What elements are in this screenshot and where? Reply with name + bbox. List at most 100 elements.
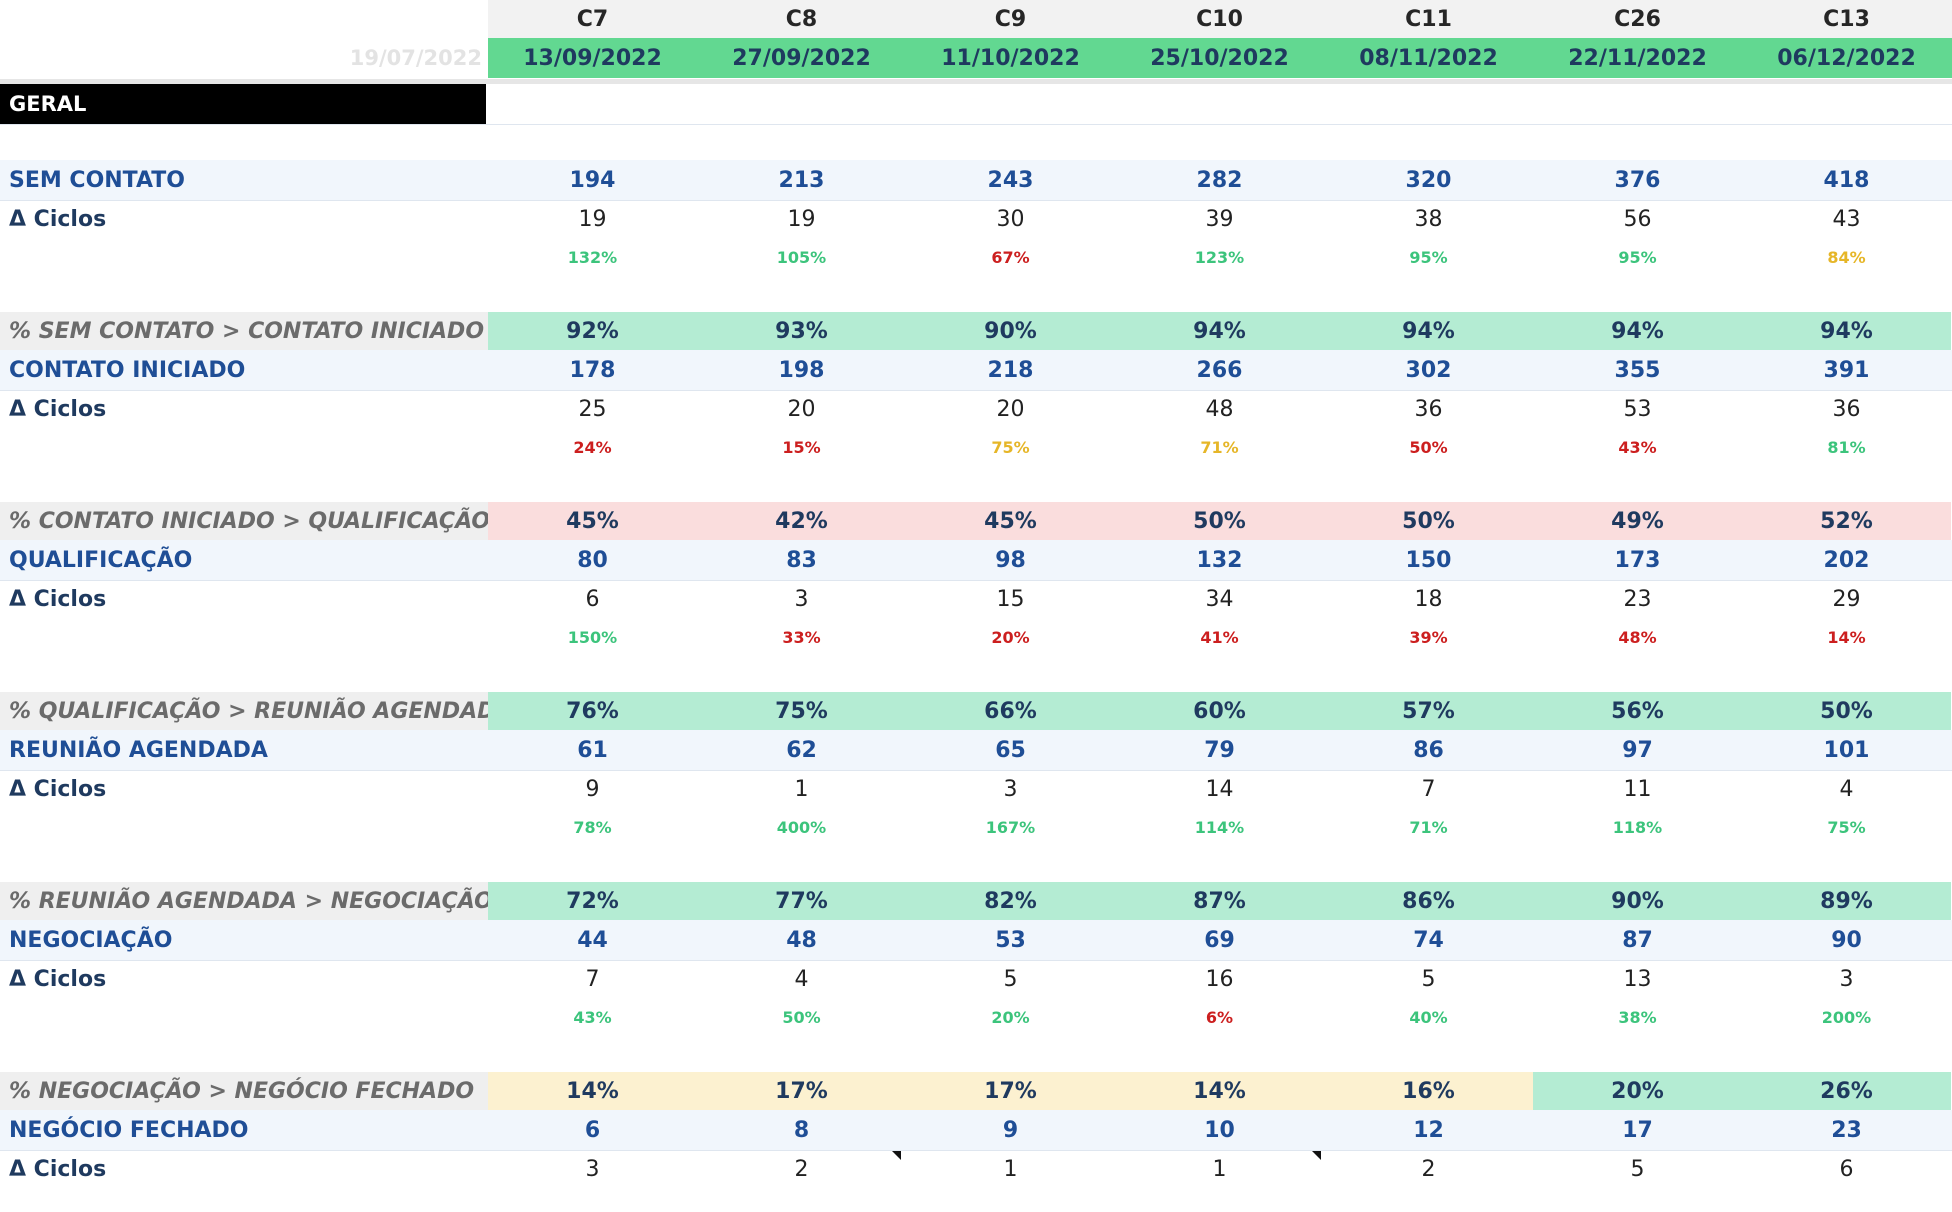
delta-percent-cell[interactable]: 200% — [1821, 1007, 1872, 1027]
delta-cell[interactable]: 25 — [578, 396, 607, 422]
stage-count-cell[interactable]: 173 — [1614, 547, 1661, 573]
delta-percent-cell[interactable]: 71% — [1409, 817, 1448, 837]
delta-percent-cell[interactable]: 20% — [991, 627, 1030, 647]
delta-percent-cell[interactable]: 41% — [1200, 627, 1239, 647]
stage-count-cell[interactable]: 198 — [778, 357, 825, 383]
cycle-code-c13[interactable]: C13 — [1823, 6, 1870, 32]
delta-cell[interactable]: 48 — [1205, 396, 1234, 422]
delta-cell[interactable]: 7 — [1421, 776, 1436, 802]
delta-cell[interactable]: 20 — [787, 396, 816, 422]
delta-cell[interactable]: 39 — [1205, 206, 1234, 232]
delta-cell[interactable]: 36 — [1414, 396, 1443, 422]
conversion-rate-cell[interactable]: 17% — [697, 1072, 906, 1110]
delta-percent-cell[interactable]: 40% — [1409, 1007, 1448, 1027]
delta-cell[interactable]: 2 — [794, 1156, 809, 1182]
stage-count-cell[interactable]: 65 — [995, 737, 1026, 763]
stage-count-cell[interactable]: 62 — [786, 737, 817, 763]
cycle-code-c11[interactable]: C11 — [1405, 6, 1452, 32]
stage-count-cell[interactable]: 178 — [569, 357, 616, 383]
conversion-rate-cell[interactable]: 90% — [1533, 882, 1742, 920]
conversion-rate-cell[interactable]: 20% — [1533, 1072, 1742, 1110]
stage-count-cell[interactable]: 83 — [786, 547, 817, 573]
conversion-rate-cell[interactable]: 90% — [906, 312, 1115, 350]
delta-percent-cell[interactable]: 167% — [985, 817, 1036, 837]
delta-cell[interactable]: 14 — [1205, 776, 1234, 802]
delta-percent-cell[interactable]: 75% — [991, 437, 1030, 457]
conversion-rate-cell[interactable]: 94% — [1115, 312, 1324, 350]
cycle-date[interactable]: 11/10/2022 — [941, 45, 1080, 71]
conversion-rate-cell[interactable]: 82% — [906, 882, 1115, 920]
delta-cell[interactable]: 3 — [585, 1156, 600, 1182]
delta-cell[interactable]: 11 — [1623, 776, 1652, 802]
delta-percent-cell[interactable]: 95% — [1618, 247, 1657, 267]
cycle-date[interactable]: 13/09/2022 — [523, 45, 662, 71]
delta-cell[interactable]: 3 — [794, 586, 809, 612]
conversion-rate-cell[interactable]: 94% — [1742, 312, 1951, 350]
delta-percent-cell[interactable]: 123% — [1194, 247, 1245, 267]
conversion-rate-cell[interactable]: 26% — [1742, 1072, 1951, 1110]
delta-percent-cell[interactable]: 24% — [573, 437, 612, 457]
stage-count-cell[interactable]: 320 — [1405, 167, 1452, 193]
conversion-rate-cell[interactable]: 94% — [1533, 312, 1742, 350]
stage-count-cell[interactable]: 69 — [1204, 927, 1235, 953]
cycle-code-c26[interactable]: C26 — [1614, 6, 1661, 32]
delta-percent-cell[interactable]: 50% — [1409, 437, 1448, 457]
conversion-rate-cell[interactable]: 89% — [1742, 882, 1951, 920]
conversion-rate-cell[interactable]: 76% — [488, 692, 697, 730]
delta-cell[interactable]: 1 — [1003, 1156, 1018, 1182]
stage-count-cell[interactable]: 213 — [778, 167, 825, 193]
stage-count-cell[interactable]: 61 — [577, 737, 608, 763]
delta-cell[interactable]: 3 — [1839, 966, 1854, 992]
delta-percent-cell[interactable]: 132% — [567, 247, 618, 267]
stage-count-cell[interactable]: 23 — [1831, 1117, 1862, 1143]
delta-cell[interactable]: 19 — [787, 206, 816, 232]
conversion-rate-cell[interactable]: 72% — [488, 882, 697, 920]
delta-cell[interactable]: 7 — [585, 966, 600, 992]
delta-percent-cell[interactable]: 105% — [776, 247, 827, 267]
delta-cell[interactable]: 5 — [1003, 966, 1018, 992]
stage-count-cell[interactable]: 17 — [1622, 1117, 1653, 1143]
delta-percent-cell[interactable]: 38% — [1618, 1007, 1657, 1027]
stage-count-cell[interactable]: 194 — [569, 167, 616, 193]
delta-cell[interactable]: 38 — [1414, 206, 1443, 232]
conversion-rate-cell[interactable]: 45% — [488, 502, 697, 540]
conversion-rate-cell[interactable]: 77% — [697, 882, 906, 920]
cycle-date[interactable]: 27/09/2022 — [732, 45, 871, 71]
cycle-code-c9[interactable]: C9 — [994, 6, 1027, 32]
stage-count-cell[interactable]: 302 — [1405, 357, 1452, 383]
stage-count-cell[interactable]: 74 — [1413, 927, 1444, 953]
cycle-date[interactable]: 22/11/2022 — [1568, 45, 1707, 71]
conversion-rate-cell[interactable]: 42% — [697, 502, 906, 540]
conversion-rate-cell[interactable]: 87% — [1115, 882, 1324, 920]
stage-count-cell[interactable]: 266 — [1196, 357, 1243, 383]
stage-count-cell[interactable]: 44 — [577, 927, 608, 953]
delta-cell[interactable]: 13 — [1623, 966, 1652, 992]
delta-cell[interactable]: 30 — [996, 206, 1025, 232]
conversion-rate-cell[interactable]: 57% — [1324, 692, 1533, 730]
delta-percent-cell[interactable]: 43% — [573, 1007, 612, 1027]
stage-count-cell[interactable]: 80 — [577, 547, 608, 573]
stage-count-cell[interactable]: 90 — [1831, 927, 1862, 953]
cycle-date[interactable]: 06/12/2022 — [1777, 45, 1916, 71]
stage-count-cell[interactable]: 150 — [1405, 547, 1452, 573]
stage-count-cell[interactable]: 8 — [793, 1117, 810, 1143]
conversion-rate-cell[interactable]: 49% — [1533, 502, 1742, 540]
delta-cell[interactable]: 4 — [794, 966, 809, 992]
conversion-rate-cell[interactable]: 93% — [697, 312, 906, 350]
stage-count-cell[interactable]: 355 — [1614, 357, 1661, 383]
stage-count-cell[interactable]: 79 — [1204, 737, 1235, 763]
stage-count-cell[interactable]: 10 — [1204, 1117, 1235, 1143]
delta-percent-cell[interactable]: 20% — [991, 1007, 1030, 1027]
delta-cell[interactable]: 15 — [996, 586, 1025, 612]
conversion-rate-cell[interactable]: 17% — [906, 1072, 1115, 1110]
stage-count-cell[interactable]: 101 — [1823, 737, 1870, 763]
stage-count-cell[interactable]: 376 — [1614, 167, 1661, 193]
conversion-rate-cell[interactable]: 14% — [1115, 1072, 1324, 1110]
delta-percent-cell[interactable]: 400% — [776, 817, 827, 837]
conversion-rate-cell[interactable]: 50% — [1742, 692, 1951, 730]
delta-cell[interactable]: 43 — [1832, 206, 1861, 232]
delta-cell[interactable]: 56 — [1623, 206, 1652, 232]
delta-percent-cell[interactable]: 67% — [991, 247, 1030, 267]
delta-cell[interactable]: 4 — [1839, 776, 1854, 802]
conversion-rate-cell[interactable]: 94% — [1324, 312, 1533, 350]
